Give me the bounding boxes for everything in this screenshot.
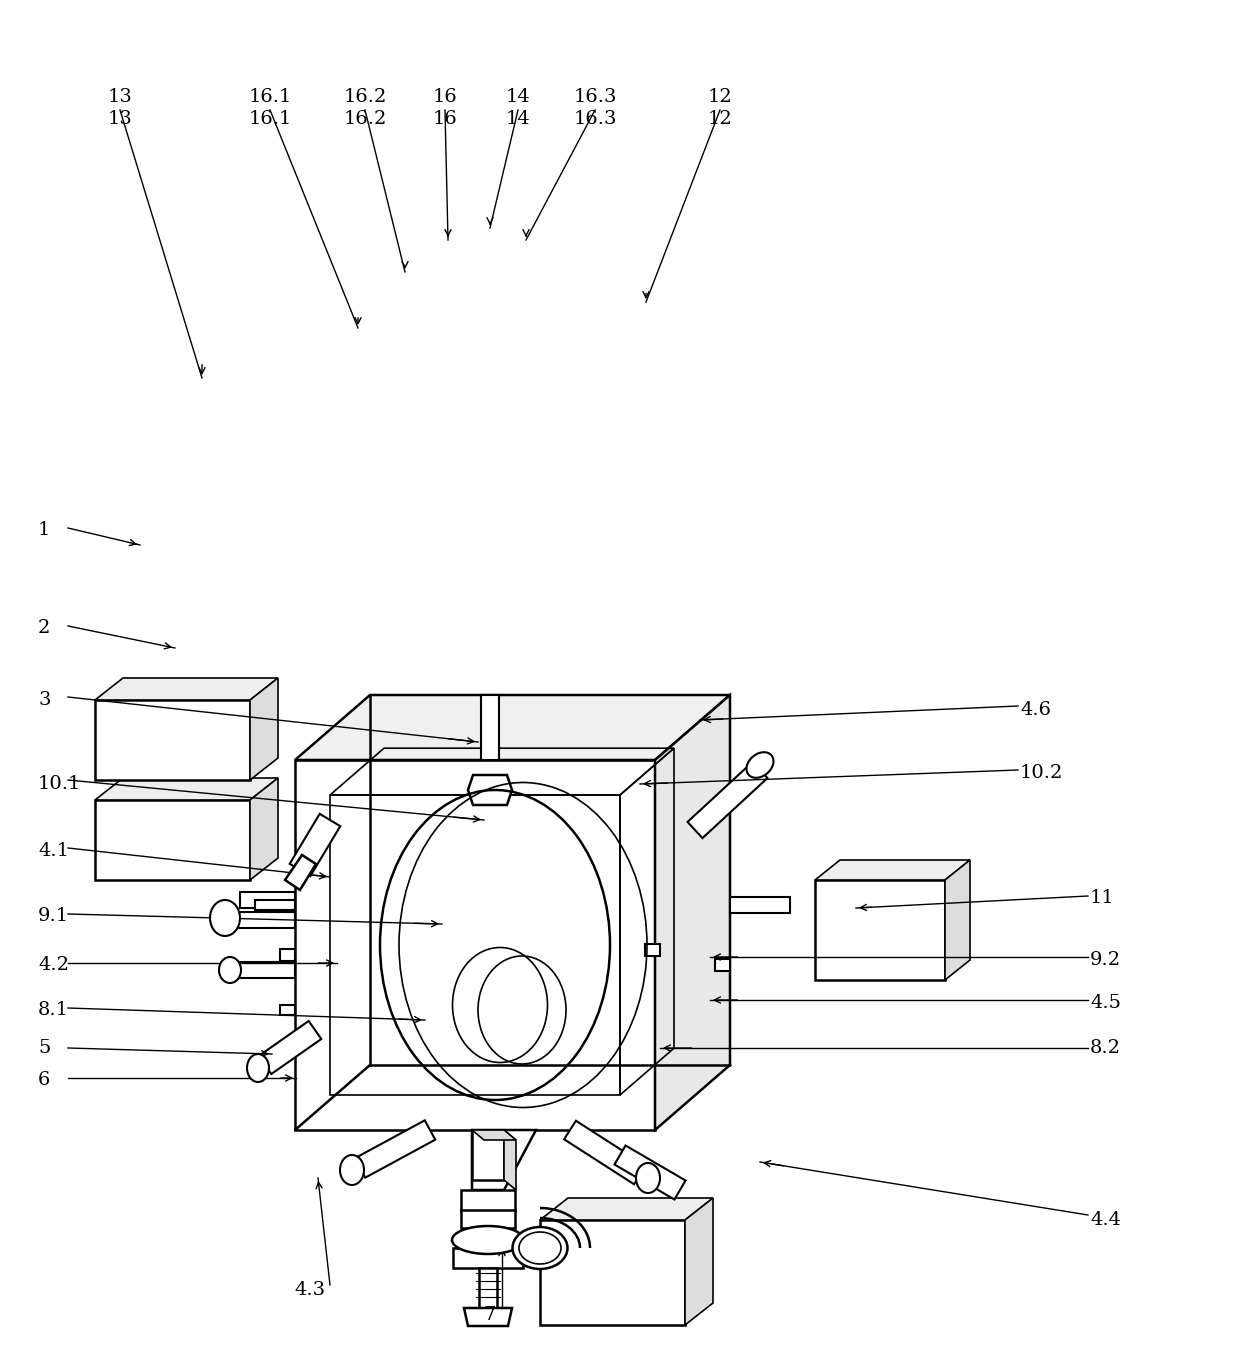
Text: 8.2: 8.2 [1090,1039,1121,1057]
Text: 16: 16 [433,88,458,106]
Polygon shape [250,678,278,780]
Text: 4.2: 4.2 [38,956,69,974]
Text: 13: 13 [108,88,133,106]
Text: 14: 14 [506,88,531,106]
Polygon shape [539,1198,713,1220]
Polygon shape [472,1131,536,1190]
Polygon shape [684,1198,713,1326]
Text: 6: 6 [38,1071,51,1089]
Text: 12: 12 [708,110,733,129]
Polygon shape [95,800,250,880]
Polygon shape [241,892,295,909]
Polygon shape [479,1267,497,1308]
Ellipse shape [512,1227,568,1269]
Polygon shape [255,900,295,910]
Polygon shape [472,1131,516,1140]
Text: 13: 13 [108,110,133,129]
Text: 16: 16 [433,110,458,129]
Polygon shape [564,1121,646,1185]
Text: 8.1: 8.1 [38,1001,69,1020]
Polygon shape [815,860,970,880]
Text: 16.1: 16.1 [248,88,291,106]
Polygon shape [355,1120,435,1178]
Text: 14: 14 [506,110,531,129]
Text: 7: 7 [484,1307,496,1324]
Polygon shape [945,860,970,980]
Polygon shape [453,1248,523,1267]
Polygon shape [730,896,790,913]
Polygon shape [467,774,512,806]
Ellipse shape [247,1053,269,1082]
Polygon shape [655,695,730,1131]
Polygon shape [95,700,250,780]
Polygon shape [687,762,768,838]
Text: 16.1: 16.1 [248,110,291,129]
Text: 9.1: 9.1 [38,907,69,925]
Text: 4.6: 4.6 [1021,701,1052,719]
Text: 16.3: 16.3 [573,110,616,129]
Text: 2: 2 [38,619,51,636]
Ellipse shape [219,957,241,983]
Text: 16.3: 16.3 [573,88,616,106]
Polygon shape [280,1005,295,1016]
Polygon shape [285,854,316,890]
Text: 3: 3 [38,691,51,709]
Text: 10.2: 10.2 [1021,764,1064,783]
Polygon shape [295,760,655,1131]
Text: 10.1: 10.1 [38,774,82,793]
Ellipse shape [746,753,774,777]
Text: 16.2: 16.2 [343,88,387,106]
Polygon shape [280,949,295,961]
Polygon shape [815,880,945,980]
Polygon shape [95,779,278,800]
Ellipse shape [210,900,241,936]
Text: 12: 12 [708,88,733,106]
Text: 16.2: 16.2 [343,110,387,129]
Polygon shape [236,961,295,978]
Text: 4.1: 4.1 [38,842,69,860]
Text: 4.4: 4.4 [1090,1210,1121,1229]
Ellipse shape [636,1163,660,1193]
Polygon shape [461,1210,515,1228]
Text: 4.5: 4.5 [1090,994,1121,1011]
Polygon shape [259,1021,321,1074]
Polygon shape [645,944,660,956]
Text: 1: 1 [38,521,51,539]
Polygon shape [250,779,278,880]
Polygon shape [295,695,730,760]
Text: 9.2: 9.2 [1090,951,1121,969]
Ellipse shape [340,1155,365,1185]
Text: 11: 11 [1090,890,1115,907]
Text: 5: 5 [38,1039,51,1057]
Polygon shape [464,1308,512,1326]
Text: 4.3: 4.3 [294,1281,326,1298]
Polygon shape [95,678,278,700]
Polygon shape [290,814,340,876]
Polygon shape [539,1220,684,1326]
Polygon shape [615,1145,686,1200]
Polygon shape [229,913,295,927]
Polygon shape [461,1190,515,1212]
Polygon shape [715,959,730,971]
Polygon shape [472,1131,503,1179]
Polygon shape [503,1131,516,1190]
Ellipse shape [453,1225,525,1254]
Polygon shape [481,695,498,760]
